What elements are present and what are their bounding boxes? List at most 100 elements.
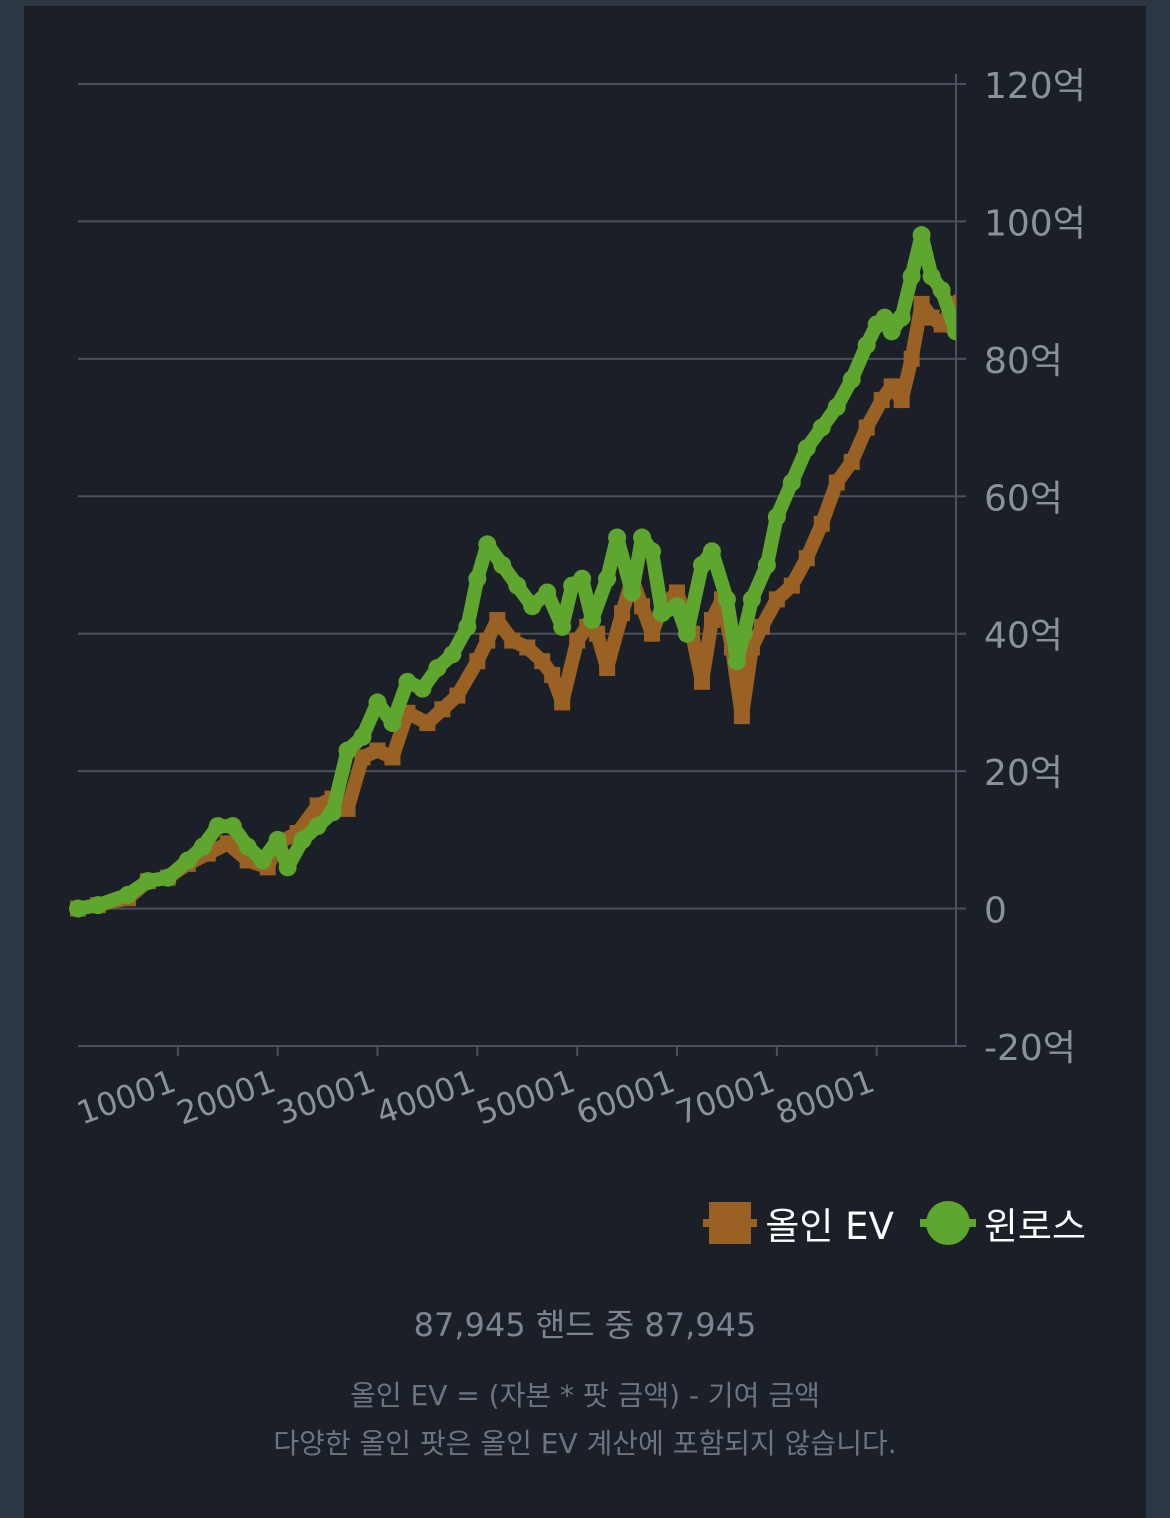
- winloss-point: [468, 569, 487, 588]
- y-tick-label: 120억: [984, 66, 1086, 107]
- footnote: 올인 EV = (자본 * 팟 금액) - 기여 금액 다양한 올인 팟은 올인…: [0, 1372, 1170, 1468]
- allin-ev-point: [449, 687, 466, 704]
- winloss-swatch-icon: [919, 1201, 976, 1245]
- y-tick-label: 0: [984, 891, 1007, 932]
- winloss-point: [553, 617, 572, 636]
- winloss-point: [278, 858, 297, 877]
- allin-ev-point: [519, 639, 536, 656]
- allin-ev-point: [384, 749, 401, 766]
- allin-ev-point: [599, 660, 616, 677]
- winloss-point: [268, 830, 287, 849]
- y-tick-label: 100억: [984, 203, 1086, 244]
- winloss-point: [353, 727, 372, 746]
- winloss-point: [947, 322, 956, 341]
- winloss-point: [443, 645, 462, 664]
- winloss-point: [458, 617, 477, 636]
- winloss-point: [692, 556, 711, 574]
- winloss-point: [323, 803, 342, 822]
- x-tick-label: 40001: [371, 1062, 480, 1133]
- allin-ev-point: [219, 835, 236, 852]
- winloss-point: [782, 473, 801, 492]
- allin-ev-point: [504, 632, 521, 649]
- allin-ev-point: [669, 584, 686, 601]
- footnote-line-2: 다양한 올인 팟은 올인 EV 계산에 포함되지 않습니다.: [273, 1427, 897, 1460]
- winloss-point: [118, 885, 137, 904]
- winloss-point: [253, 851, 272, 870]
- allin-ev-point: [354, 749, 371, 766]
- allin-ev-point: [339, 800, 356, 817]
- winloss-point: [892, 308, 911, 327]
- allin-ev-point: [843, 453, 860, 470]
- winloss-point: [178, 851, 197, 870]
- winloss-point: [158, 868, 177, 887]
- footnote-line-1: 올인 EV = (자본 * 팟 금액) - 기여 금액: [350, 1379, 820, 1412]
- allin-ev-point: [634, 598, 651, 615]
- winloss-point: [523, 597, 542, 616]
- winloss-point: [702, 542, 721, 561]
- allin-ev-point: [733, 708, 750, 725]
- winloss-point: [608, 528, 627, 547]
- legend-label-winloss: 윈로스: [983, 1205, 1086, 1248]
- allin-ev-point: [858, 419, 875, 436]
- winloss-point: [69, 899, 87, 918]
- allin-ev-point: [828, 474, 845, 491]
- y-tick-label: -20억: [984, 1028, 1076, 1069]
- allin-ev-point: [369, 742, 386, 759]
- winloss-point: [88, 896, 107, 915]
- allin-ev-series-line: [69, 294, 956, 917]
- winloss-point: [922, 267, 941, 286]
- winnings-chart: 120억 100억 80억 60억 40억 20억 0 -20억 100012000130001…: [69, 66, 1086, 1133]
- winloss-point: [653, 604, 672, 623]
- chart-panel: [24, 6, 1146, 1518]
- legend-item-winloss[interactable]: 윈로스: [919, 1196, 1086, 1250]
- allin-ev-point: [768, 591, 785, 608]
- y-tick-label: 80억: [984, 341, 1063, 382]
- allin-ev-point: [753, 618, 770, 635]
- allin-ev-swatch-icon: [703, 1202, 758, 1244]
- winloss-point: [932, 281, 951, 300]
- winloss-point: [383, 714, 402, 733]
- legend-label-allin-ev: 올인 EV: [765, 1205, 894, 1248]
- allin-ev-point: [693, 673, 710, 690]
- y-tick-label: 40억: [984, 616, 1063, 657]
- winloss-point: [223, 817, 242, 836]
- x-tick-label: 60001: [571, 1062, 680, 1133]
- winloss-point: [727, 652, 746, 671]
- winloss-point: [668, 597, 687, 616]
- allin-ev-point: [614, 605, 631, 622]
- winloss-point: [812, 418, 831, 437]
- winloss-point: [293, 830, 312, 849]
- winloss-point: [478, 535, 497, 554]
- winloss-point: [757, 556, 776, 574]
- winloss-point: [742, 590, 761, 609]
- winloss-point: [912, 226, 931, 245]
- winloss-point: [428, 659, 447, 678]
- legend-item-allin-ev[interactable]: 올인 EV: [703, 1196, 894, 1250]
- allin-ev-point: [883, 378, 900, 395]
- hand-count: 87,945 핸드 중 87,945: [413, 1306, 757, 1344]
- winloss-point: [902, 267, 921, 286]
- winloss-point: [797, 439, 816, 458]
- winloss-point: [643, 542, 662, 561]
- x-tick-label: 30001: [272, 1062, 381, 1133]
- allin-ev-point: [469, 653, 486, 670]
- allin-ev-point: [644, 625, 661, 642]
- winloss-point: [193, 837, 212, 856]
- winloss-point: [398, 672, 417, 691]
- allin-ev-point: [798, 550, 815, 567]
- winloss-point: [677, 624, 696, 643]
- winloss-point: [338, 741, 357, 760]
- winloss-point: [623, 583, 642, 602]
- x-tick-label: 10001: [72, 1062, 181, 1133]
- allin-ev-point: [534, 653, 551, 670]
- winloss-point: [573, 569, 592, 588]
- allin-ev-point: [903, 350, 920, 367]
- y-tick-label: 60억: [984, 478, 1063, 519]
- winloss-point: [308, 817, 327, 836]
- allin-ev-point: [893, 392, 910, 409]
- winloss-point: [368, 693, 387, 712]
- allin-ev-point: [434, 701, 451, 718]
- winloss-point: [767, 507, 786, 526]
- allin-ev-point: [479, 632, 496, 649]
- winloss-point: [413, 679, 432, 698]
